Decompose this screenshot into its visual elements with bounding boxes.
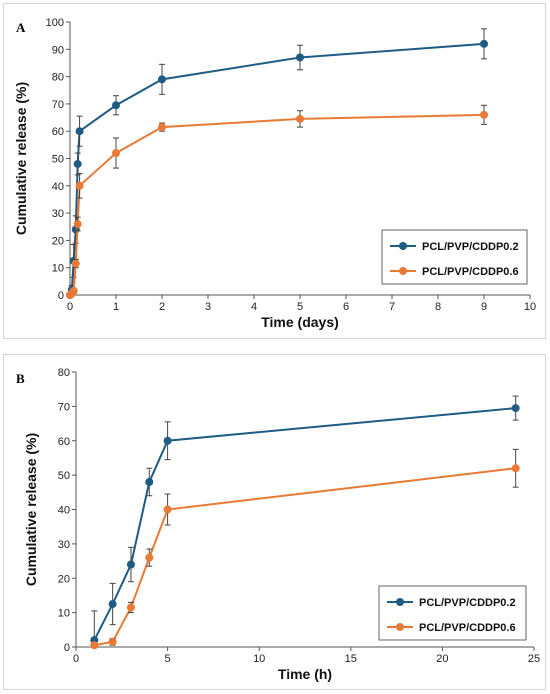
legend-swatch-marker — [399, 242, 407, 250]
data-point — [145, 553, 154, 562]
data-point — [480, 110, 488, 119]
y-tick-label: 10 — [52, 263, 64, 275]
y-tick-label: 70 — [58, 401, 70, 413]
data-point — [75, 181, 84, 190]
x-tick-label: 0 — [73, 653, 79, 665]
data-point — [145, 478, 154, 486]
y-tick-label: 30 — [58, 539, 70, 551]
chart-panel-a: A 0 1 2 3 4 5 6 7 8 9 10 0 10 20 30 40 50 60 70 80 90 100 Time … — [3, 3, 546, 339]
y-tick-label: 50 — [58, 470, 70, 482]
y-axis-title: Cumulative release (%) — [13, 82, 29, 235]
chart-b-svg: B 0 5 10 15 20 25 0 10 20 30 40 50 60 70 80 Time (h) Cumu… — [16, 367, 540, 682]
y-tick-label: 0 — [64, 642, 70, 654]
legend-label: PCL/PVP/CDDP0.2 — [422, 241, 519, 253]
x-tick-label: 10 — [524, 301, 536, 313]
chart-panel-b: B 0 5 10 15 20 25 0 10 20 30 40 50 60 70 80 Time (h) Cumu… — [3, 354, 546, 690]
data-point — [71, 259, 80, 268]
data-point — [158, 75, 166, 84]
legend-label: PCL/PVP/CDDP0.6 — [419, 622, 516, 634]
x-tick-label: 5 — [165, 653, 171, 665]
data-point — [511, 404, 520, 413]
data-point — [112, 101, 120, 110]
legend-label: PCL/PVP/CDDP0.2 — [419, 597, 516, 609]
y-tick-label: 20 — [58, 573, 70, 585]
data-point — [126, 603, 135, 612]
panel-label: B — [16, 371, 25, 386]
series-line — [69, 42, 485, 296]
data-point — [163, 436, 172, 445]
data-point — [480, 39, 488, 48]
y-tick-label: 30 — [52, 208, 64, 220]
x-tick-label: 25 — [528, 653, 540, 665]
y-tick-label: 70 — [52, 99, 64, 111]
x-axis-title: Time (days) — [261, 314, 339, 330]
y-tick-label: 40 — [52, 181, 64, 193]
x-tick-label: 2 — [159, 301, 165, 313]
legend-swatch-marker — [399, 267, 407, 275]
y-tick-label: 10 — [58, 608, 70, 620]
data-point — [296, 114, 304, 123]
x-tick-label: 5 — [297, 301, 303, 313]
x-tick-label: 4 — [251, 301, 257, 313]
data-point — [69, 286, 78, 295]
x-tick-label: 7 — [389, 301, 395, 313]
data-point — [108, 637, 117, 646]
legend-box — [381, 229, 528, 285]
y-tick-label: 40 — [58, 505, 70, 517]
legend-swatch-marker — [396, 598, 404, 606]
x-tick-label: 1 — [113, 301, 119, 313]
x-tick-label: 10 — [253, 653, 265, 665]
panel-label: A — [16, 20, 26, 35]
x-tick-label: 6 — [343, 301, 349, 313]
data-point — [108, 600, 117, 609]
y-tick-label: 100 — [46, 17, 64, 29]
x-tick-label: 8 — [435, 301, 441, 313]
x-tick-label: 3 — [205, 301, 211, 313]
y-tick-label: 0 — [58, 290, 64, 302]
series-line — [93, 407, 516, 641]
x-tick-label: 0 — [67, 301, 73, 313]
x-tick-label: 15 — [345, 653, 357, 665]
legend-label: PCL/PVP/CDDP0.6 — [422, 266, 519, 278]
x-tick-label: 20 — [436, 653, 448, 665]
x-axis-title: Time (h) — [278, 666, 332, 682]
data-point — [296, 53, 304, 62]
data-point — [163, 505, 172, 514]
y-tick-label: 60 — [52, 126, 64, 138]
data-point — [73, 220, 82, 229]
y-axis-title: Cumulative release (%) — [23, 433, 39, 586]
data-point — [73, 159, 82, 168]
data-point — [112, 149, 120, 158]
x-tick-label: 9 — [481, 301, 487, 313]
y-tick-label: 80 — [58, 367, 70, 379]
data-point — [75, 127, 84, 136]
y-tick-label: 90 — [52, 44, 64, 56]
y-tick-label: 60 — [58, 436, 70, 448]
legend-swatch-marker — [396, 623, 404, 631]
data-point — [90, 641, 99, 650]
data-point — [511, 464, 520, 473]
y-tick-label: 50 — [52, 154, 64, 166]
chart-a-svg: A0 1 2 3 4 5 6 7 8 9 100102030405060708090100Time … — [13, 17, 536, 330]
data-point — [158, 123, 166, 132]
data-point — [126, 560, 135, 569]
y-tick-label: 80 — [52, 72, 64, 84]
legend-box — [378, 585, 527, 641]
y-tick-label: 20 — [52, 235, 64, 247]
